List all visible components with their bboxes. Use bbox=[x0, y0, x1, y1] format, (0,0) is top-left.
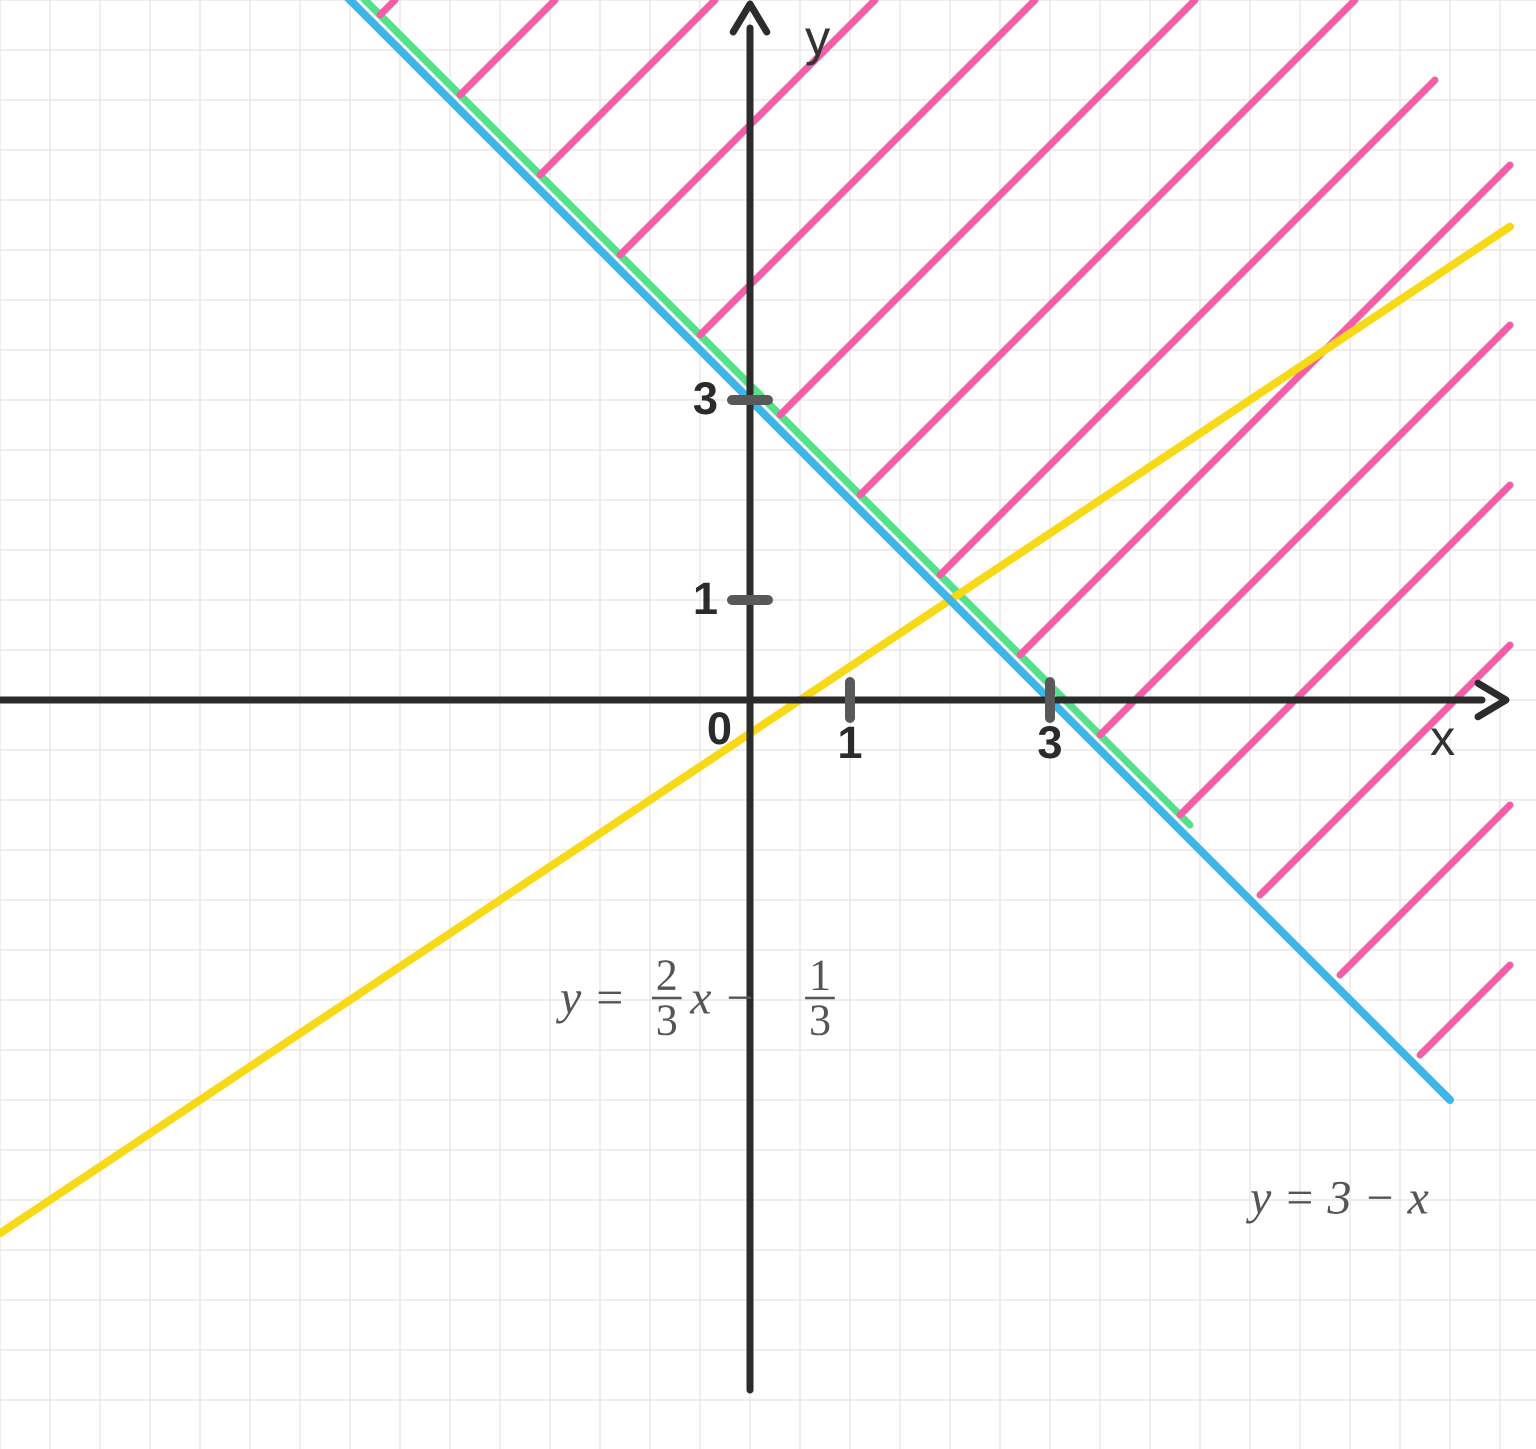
chart-container: xy13130y = 23 x − 13y = 3 − x bbox=[0, 0, 1536, 1449]
fraction-denominator: 3 bbox=[809, 995, 831, 1044]
inequality-chart: xy13130y = 23 x − 13y = 3 − x bbox=[0, 0, 1536, 1449]
y-tick-label: 3 bbox=[693, 373, 718, 424]
x-tick-label: 3 bbox=[1037, 717, 1062, 768]
y-tick-label: 1 bbox=[693, 573, 718, 624]
x-axis-label: x bbox=[1430, 709, 1455, 766]
fraction-numerator: 2 bbox=[656, 950, 678, 999]
fraction-numerator: 1 bbox=[809, 950, 831, 999]
equation-text: y = 3 − x bbox=[1246, 1171, 1429, 1224]
origin-label: 0 bbox=[707, 703, 732, 754]
y-axis-label: y bbox=[805, 9, 831, 66]
fraction-denominator: 3 bbox=[656, 995, 678, 1044]
equation-text: x − bbox=[689, 971, 756, 1024]
eq-blue: y = 3 − x bbox=[1246, 1171, 1429, 1224]
equation-text: y = bbox=[556, 971, 626, 1024]
x-tick-label: 1 bbox=[837, 717, 862, 768]
